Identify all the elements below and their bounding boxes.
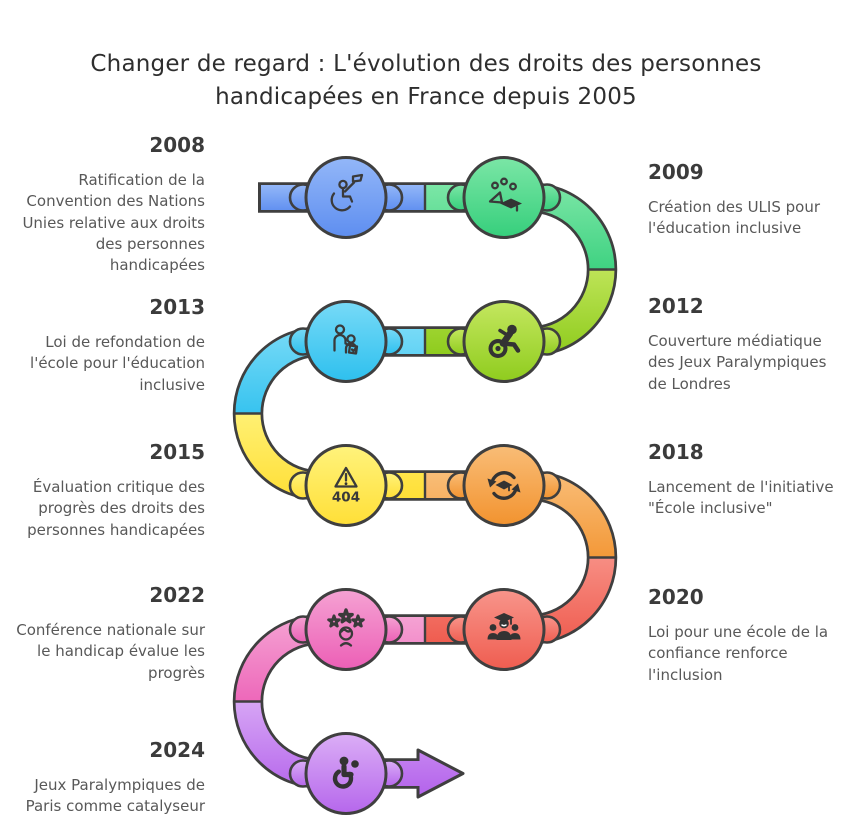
node-2009 [462,156,546,239]
event-year: 2013 [149,295,205,319]
caregiver-icon [333,324,359,355]
event-2013: 2013 Loi de refondation de l'école pour … [0,295,205,396]
event-year: 2009 [648,160,704,184]
event-year: 2012 [648,294,704,318]
segment-dividers [235,185,615,703]
wheelchair-ball-icon [332,756,359,789]
event-description: Loi de refondation de l'école pour l'édu… [30,333,205,394]
wheelchair-athlete-icon [488,324,521,358]
event-year: 2024 [149,738,205,762]
event-description: Jeux Paralympiques de Paris comme cataly… [25,776,205,816]
event-description: Évaluation critique des progrès des droi… [27,478,205,539]
event-2018: 2018 Lancement de l'initiative "École in… [648,440,846,520]
event-year: 2020 [648,585,704,609]
event-2022: 2022 Conférence nationale sur le handica… [0,583,205,684]
event-2009: 2009 Création des ULIS pour l'éducation … [648,160,846,240]
event-2015: 2015 Évaluation critique des progrès des… [0,440,205,541]
event-year: 2018 [648,440,704,464]
event-year: 2015 [149,440,205,464]
event-year: 2022 [149,583,205,607]
event-2012: 2012 Couverture médiatique des Jeux Para… [648,294,846,395]
graduate-group-icon [487,613,521,640]
page-title-line2: handicapées en France depuis 2005 [215,83,637,110]
event-description: Conférence nationale sur le handicap éva… [16,621,205,682]
placeholder-404-label: 404 [332,490,360,506]
event-description: Loi pour une école de la confiance renfo… [648,623,829,684]
event-2020: 2020 Loi pour une école de la confiance … [648,585,846,686]
warning-404-icon: 404 [332,466,360,506]
event-description: Couverture médiatique des Jeux Paralympi… [648,332,827,393]
sync-education-icon [487,471,521,500]
page-title-line1: Changer de regard : L'évolution des droi… [90,51,762,77]
event-description: Création des ULIS pour l'éducation inclu… [648,198,820,238]
star-face-icon [327,608,365,647]
page-title: Changer de regard : L'évolution des droi… [0,48,852,113]
event-2024: 2024 Jeux Paralympiques de Paris comme c… [0,738,205,818]
event-description: Lancement de l'initiative "École inclusi… [648,478,834,518]
timeline-arrow-icon [416,748,465,799]
node-2020 [462,588,546,671]
inclusive-education-icon [488,177,522,212]
wheelchair-flag-icon [330,173,364,212]
event-description: Ratification de la Convention des Nation… [22,171,205,275]
event-year: 2008 [149,133,205,157]
event-2008: 2008 Ratification de la Convention des N… [0,133,205,276]
